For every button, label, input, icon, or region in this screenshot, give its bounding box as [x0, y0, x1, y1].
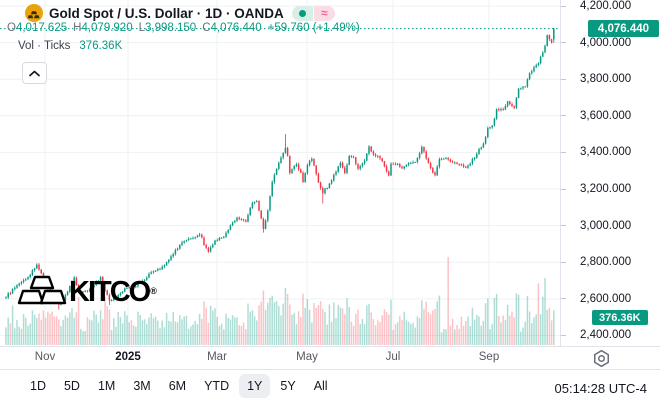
gear-icon[interactable] [592, 349, 611, 368]
ohlc-row: O4,017.625 H4,079.920 L3,998.150 C4,076.440… [7, 22, 360, 34]
clock-label: 05:14:28 UTC-4 [554, 381, 648, 396]
range-buttons: 1D 5D 1M 3M 6M YTD 1Y 5Y All [22, 374, 338, 398]
price-axis[interactable]: 4,076.440 376.36K 4,200.000 4,000.000 3,80… [560, 0, 660, 346]
kitco-watermark: KITCO ® [17, 274, 157, 311]
price-axis-label: 3,800.000 [580, 73, 632, 86]
price-axis-label: 3,400.000 [580, 146, 632, 159]
market-open-dot-badge[interactable] [291, 5, 313, 21]
price-axis-tick-mark [561, 261, 566, 263]
range-button-6m[interactable]: 6M [168, 379, 187, 393]
ohlc-value: 4,076.440 [210, 22, 262, 34]
chevron-up-icon [28, 69, 41, 78]
price-axis-tick-mark [561, 188, 566, 190]
ohlc-value: 4,079.920 [81, 22, 133, 34]
ohlc-letter: O [7, 22, 16, 34]
status-dot-icon [298, 9, 306, 17]
change-value: +59.760 (+1.49%) [267, 22, 360, 34]
volume-row-value: 376.36K [79, 40, 123, 52]
range-button-1m[interactable]: 1M [97, 379, 116, 393]
ohlc-letter: H [73, 22, 82, 34]
last-price-badge: 4,076.440 [588, 20, 659, 38]
price-axis-label: 4,000.000 [580, 36, 632, 49]
range-toolbar: 1D 5D 1M 3M 6M YTD 1Y 5Y All 05:14:28 UTC-4 [0, 369, 660, 405]
price-axis-label: 2,400.000 [580, 329, 632, 342]
time-axis-label: Sep [478, 351, 500, 363]
price-axis-label: 3,000.000 [580, 219, 632, 232]
price-axis-label: 2,800.000 [580, 256, 632, 269]
price-axis-label: 4,200.000 [580, 0, 632, 12]
registered-mark: ® [150, 285, 157, 296]
price-axis-tick-mark [561, 5, 566, 7]
volume-axis-badge: 376.36K [592, 310, 648, 325]
price-axis-label: 3,600.000 [580, 109, 632, 122]
symbol-title[interactable]: Gold Spot / U.S. Dollar · 1D · OANDA [49, 5, 284, 21]
time-axis-label: May [296, 351, 318, 363]
delayed-data-badge[interactable]: ≈ [313, 5, 335, 21]
range-button-5y[interactable]: 5Y [280, 379, 296, 393]
price-axis-tick-mark [561, 115, 566, 117]
ohlc-value: 3,998.150 [145, 22, 197, 34]
price-axis-tick-mark [561, 298, 566, 300]
volume-row-label: Vol · Ticks [18, 40, 71, 52]
price-chart[interactable] [0, 0, 560, 346]
range-button-1y[interactable]: 1Y [239, 374, 271, 398]
ohlc-value: 4,017.625 [15, 22, 68, 34]
time-axis-label: Nov [34, 351, 56, 363]
price-axis-tick-mark [561, 78, 566, 80]
kitco-goldbars-icon [17, 274, 67, 311]
range-button-3m[interactable]: 3M [133, 379, 151, 393]
price-axis-label: 2,600.000 [580, 292, 632, 305]
time-axis-label: Mar [207, 351, 227, 363]
price-axis-tick-mark [561, 225, 566, 227]
gold-symbol-icon [25, 4, 43, 22]
plot-area: KITCO ® Gold Spot / U.S. Dollar · 1D · OA… [0, 0, 560, 346]
price-axis-label: 3,200.000 [580, 183, 632, 196]
range-button-5d[interactable]: 5D [63, 379, 80, 393]
kitco-wordmark: KITCO [69, 276, 151, 308]
price-axis-tick-mark [561, 151, 566, 153]
time-axis-label: Jul [385, 351, 401, 363]
collapse-legend-button[interactable] [22, 62, 47, 84]
time-axis[interactable]: Nov 2025 Mar May Jul Sep [0, 346, 660, 370]
price-axis-tick-mark [561, 42, 566, 44]
ohlc-letter: C [202, 22, 211, 34]
time-axis-label: 2025 [115, 351, 141, 363]
ohlc-letter: L [138, 22, 146, 34]
range-button-all[interactable]: All [313, 379, 328, 393]
range-button-1d[interactable]: 1D [30, 379, 46, 393]
range-button-ytd[interactable]: YTD [204, 379, 230, 393]
volume-row: Vol · Ticks 376.36K [18, 40, 122, 52]
market-status-badges[interactable]: ≈ [291, 5, 335, 21]
price-axis-tick-mark [561, 334, 566, 336]
